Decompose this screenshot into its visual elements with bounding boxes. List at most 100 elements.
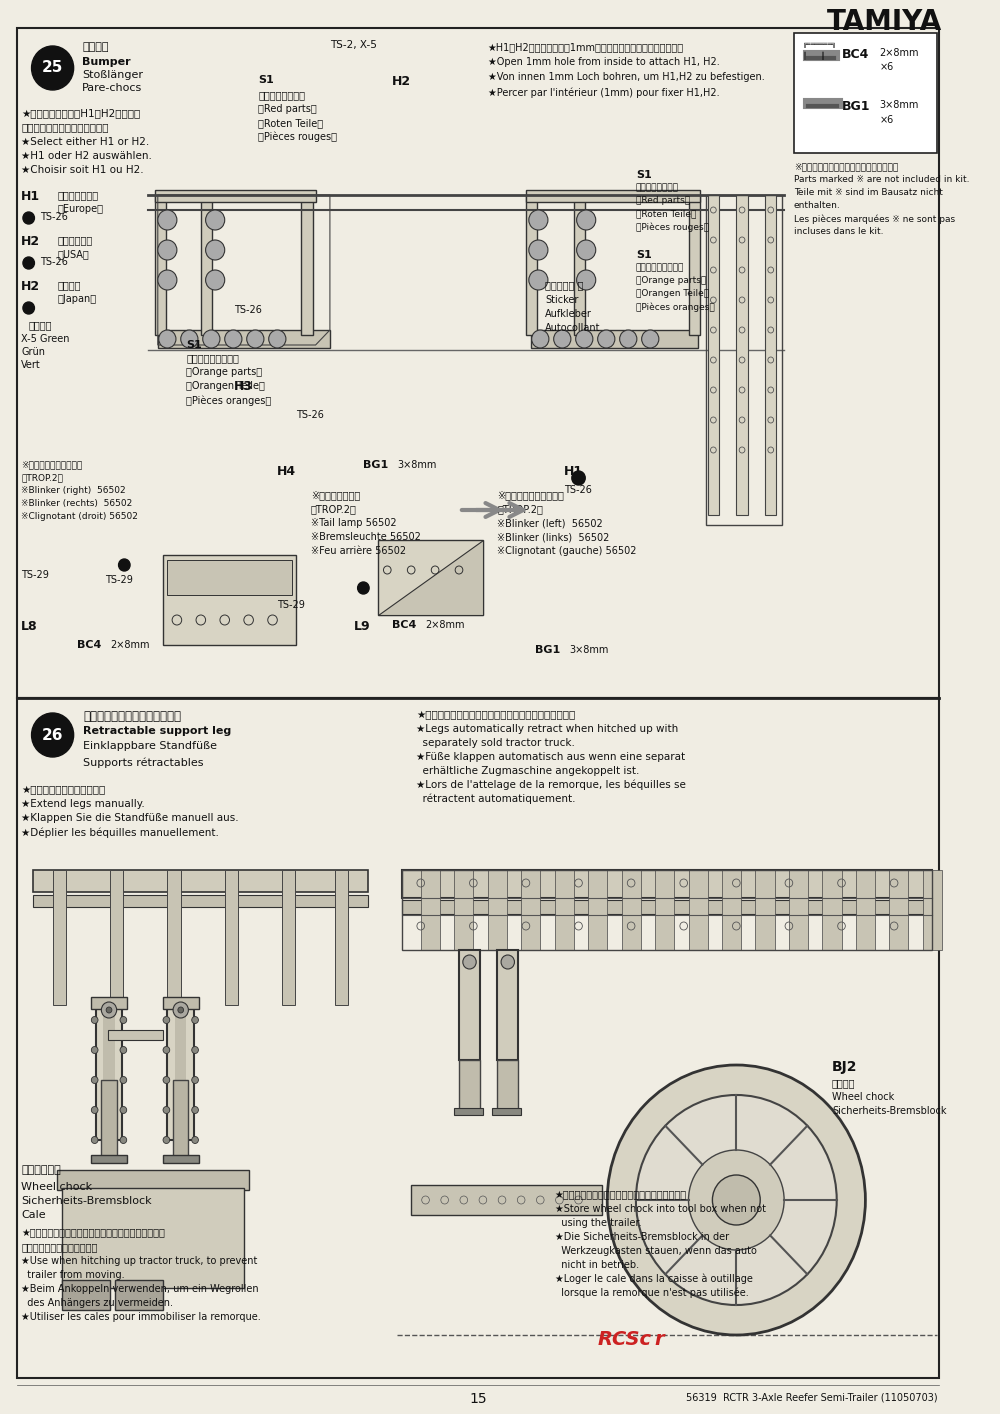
Text: TS-29: TS-29 [105,575,133,585]
Text: BC4: BC4 [392,619,416,631]
Text: ★Déplier les béquilles manuellement.: ★Déplier les béquilles manuellement. [21,827,219,837]
Circle shape [120,1107,127,1113]
Text: ★Von innen 1mm Loch bohren, um H1,H2 zu befestigen.: ★Von innen 1mm Loch bohren, um H1,H2 zu … [488,72,764,82]
Circle shape [163,1107,170,1113]
Text: Parts marked ※ are not included in kit.: Parts marked ※ are not included in kit. [794,175,969,184]
Text: ★H1、H2は裏側から穴（1mm）を開けて取り付けてください。: ★H1、H2は裏側から穴（1mm）を開けて取り付けてください。 [488,42,684,52]
Text: 3×8mm: 3×8mm [397,460,436,469]
Text: ★Füße klappen automatisch aus wenn eine separat: ★Füße klappen automatisch aus wenn eine … [416,752,685,762]
Circle shape [620,329,637,348]
Bar [402,899,932,913]
Text: （オレンジパーツ）: （オレンジパーツ） [186,354,239,363]
Circle shape [203,329,220,348]
Circle shape [158,240,177,260]
Text: H2: H2 [21,280,40,293]
Bar [282,870,295,1005]
Text: か選んで取り付けてください。: か選んで取り付けてください。 [21,122,109,132]
Bar [163,997,199,1010]
Text: ★Legs automatically retract when hitched up with: ★Legs automatically retract when hitched… [416,724,678,734]
Text: ★Select either H1 or H2.: ★Select either H1 or H2. [21,137,149,147]
Circle shape [23,303,34,314]
Text: ※Blinker (rechts)  56502: ※Blinker (rechts) 56502 [21,499,132,508]
Bar [454,870,473,950]
Bar [17,28,939,699]
Bar [497,1060,518,1110]
Text: BG1: BG1 [842,100,870,113]
Text: （Red parts）: （Red parts） [636,197,690,205]
Text: rétractent automatiquement.: rétractent automatiquement. [416,795,575,805]
Text: （Pièces oranges）: （Pièces oranges） [186,395,272,406]
Text: ★Utiliser les cales pour immobiliser la remorque.: ★Utiliser les cales pour immobiliser la … [21,1312,261,1322]
Text: （Red parts）: （Red parts） [258,105,317,115]
Bar [765,195,776,515]
Bar [454,1109,483,1116]
Text: H4: H4 [277,465,296,478]
Bar [789,870,808,950]
Circle shape [529,240,548,260]
Circle shape [101,1003,117,1018]
Text: ※Blinker (left)  56502: ※Blinker (left) 56502 [497,518,603,527]
Text: ╔══════╗: ╔══════╗ [803,42,837,48]
Circle shape [206,211,225,230]
Text: ★ナンバープレートH1、H2はどちら: ★ナンバープレートH1、H2はどちら [21,107,140,117]
Text: incluses dans le kit.: incluses dans le kit. [794,228,883,236]
Text: RCSc: RCSc [598,1331,652,1349]
Circle shape [577,270,596,290]
Text: S1: S1 [636,170,652,180]
Text: Aufkleber: Aufkleber [545,310,592,320]
Bar [555,870,574,950]
Text: Einklappbare Standfüße: Einklappbare Standfüße [83,741,217,751]
Bar [163,556,296,645]
Bar [167,560,292,595]
Circle shape [577,240,596,260]
Circle shape [163,1076,170,1083]
Text: ★Die Sicherheits-Bremsblock in der: ★Die Sicherheits-Bremsblock in der [555,1232,729,1241]
Circle shape [181,329,198,348]
Bar [722,870,741,950]
Text: 2×8mm: 2×8mm [880,48,919,58]
Text: ★Choisir soit H1 ou H2.: ★Choisir soit H1 ou H2. [21,165,144,175]
Text: X-5 Green: X-5 Green [21,334,70,344]
Text: ★使用しないときは工具笱に保管してください。: ★使用しないときは工具笱に保管してください。 [555,1191,687,1200]
Text: ★Beim Ankoppeln verwenden, um ein Wegrollen: ★Beim Ankoppeln verwenden, um ein Wegrol… [21,1284,259,1294]
Circle shape [159,329,176,348]
Bar [62,1188,244,1288]
Text: H2: H2 [392,75,411,88]
Text: ※ストップライト: ※ストップライト [311,491,360,501]
Bar [201,195,212,335]
Text: （USA）: （USA） [57,249,89,259]
Text: ★トレーラーヘッドとの連結で自動的に格納されます。: ★トレーラーヘッドとの連結で自動的に格納されます。 [416,710,575,720]
Text: Retractable support leg: Retractable support leg [83,725,231,737]
Circle shape [501,954,514,969]
Bar [856,870,875,950]
Text: 26: 26 [42,727,63,742]
Text: （日本）: （日本） [57,280,81,290]
Text: （Pièces rouges）: （Pièces rouges） [636,222,709,232]
Text: S1: S1 [186,339,202,351]
Text: （レッドパーツ）: （レッドパーツ） [636,182,679,192]
Bar [110,870,123,1005]
Text: S1: S1 [258,75,274,85]
Bar [57,1169,249,1191]
Text: ※Tail lamp 56502: ※Tail lamp 56502 [311,518,396,527]
Text: ★脚の引き出しは手動です。: ★脚の引き出しは手動です。 [21,785,105,795]
Bar [526,189,700,202]
Bar [167,870,181,1005]
Text: ※Clignotant (droit) 56502: ※Clignotant (droit) 56502 [21,512,138,520]
Text: ★Open 1mm hole from inside to attach H1, H2.: ★Open 1mm hole from inside to attach H1,… [488,57,719,66]
Circle shape [173,1003,188,1018]
Circle shape [163,1046,170,1053]
Text: H1: H1 [564,465,583,478]
Text: ※Clignotant (gauche) 56502: ※Clignotant (gauche) 56502 [497,546,637,556]
Bar [91,997,127,1010]
Text: BC4: BC4 [842,48,869,61]
Circle shape [192,1017,198,1024]
Bar [33,895,368,906]
Text: Sicherheits-Bremsblock: Sicherheits-Bremsblock [21,1196,152,1206]
Text: 25: 25 [42,61,63,75]
Circle shape [529,211,548,230]
Bar [755,870,775,950]
Text: （TROP.2）: （TROP.2） [497,503,543,515]
Bar [526,195,537,335]
Polygon shape [378,540,483,615]
